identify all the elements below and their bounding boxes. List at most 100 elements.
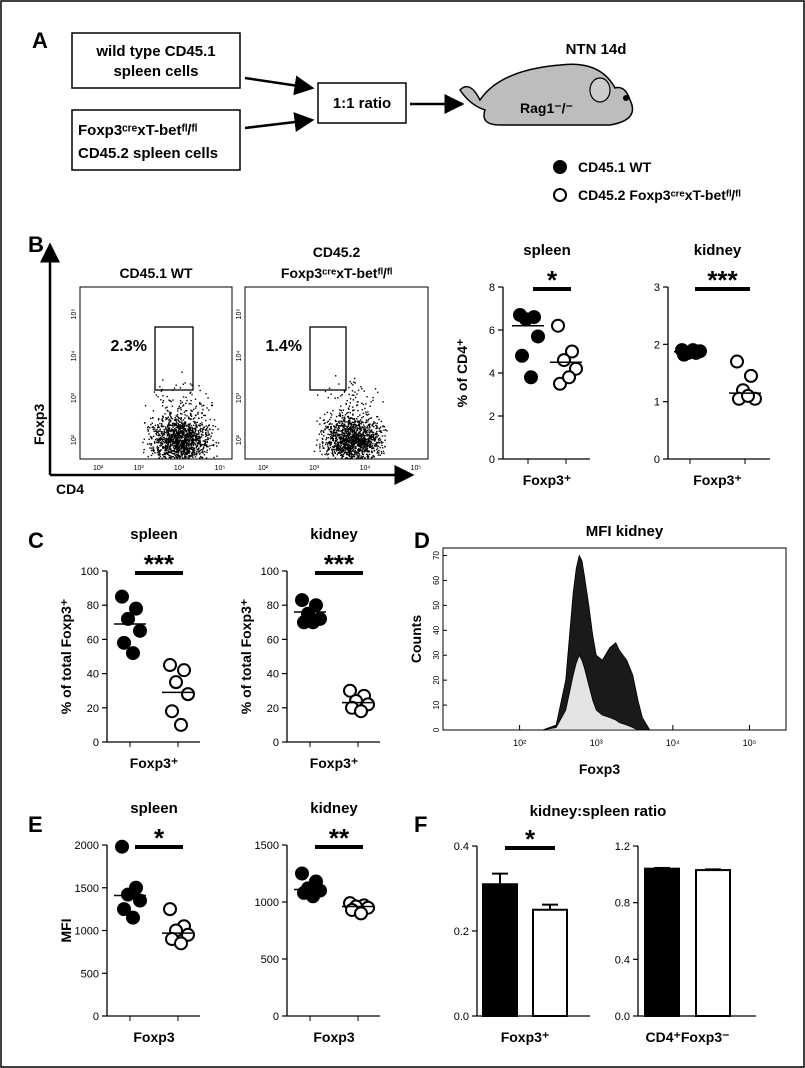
flow-event	[160, 430, 163, 433]
flow-event	[173, 387, 176, 389]
significance: ***	[144, 549, 175, 579]
flow-event	[186, 444, 188, 446]
flow-event	[180, 407, 182, 409]
flow-event	[325, 425, 327, 427]
flow-event	[181, 425, 183, 427]
flow-event	[351, 390, 354, 392]
flow-event	[184, 437, 186, 440]
flow-event	[180, 429, 182, 431]
flow-event	[199, 389, 201, 392]
flow-event	[181, 422, 183, 424]
dot	[295, 593, 309, 608]
flow-event	[191, 442, 193, 445]
flow-event	[199, 449, 202, 452]
flow-event	[203, 440, 206, 442]
y-axis-label: MFI	[58, 918, 74, 942]
flow-event	[341, 436, 343, 438]
flow-event	[361, 456, 364, 459]
flow-event	[197, 433, 199, 436]
flow-event	[191, 455, 193, 457]
flow-event	[181, 453, 184, 455]
flow-event	[362, 433, 364, 435]
flow-event	[338, 448, 340, 450]
x-tick-label: Foxp3⁺	[693, 472, 742, 488]
flow-event	[359, 426, 361, 428]
diagram	[71, 32, 634, 171]
flow-event	[351, 453, 354, 456]
flow-event	[352, 439, 355, 441]
flow-event	[345, 425, 347, 427]
flow-event	[329, 436, 332, 438]
flow-event	[169, 400, 171, 402]
flow-event	[204, 443, 207, 445]
flow-event	[180, 425, 182, 427]
flow-event	[160, 449, 162, 451]
x-tick-label: 10⁴	[666, 738, 680, 748]
flow-event	[178, 439, 181, 442]
flow-event	[348, 405, 351, 407]
flow-event	[347, 407, 350, 409]
flow-event	[336, 447, 338, 450]
flow-event	[178, 427, 181, 429]
flow-event	[158, 451, 161, 453]
flow-event	[171, 424, 174, 427]
flow-event	[338, 427, 341, 429]
flow-event	[352, 423, 354, 426]
flow-event	[351, 421, 354, 424]
y-tick-label: 80	[87, 600, 99, 612]
flow-event	[191, 437, 194, 439]
flow-event	[357, 457, 359, 460]
flow-event	[201, 430, 204, 432]
flow-event	[173, 435, 176, 437]
flow-event	[376, 427, 378, 429]
y-tick-label: 0	[93, 737, 99, 749]
flow-event	[353, 450, 355, 453]
flow-event	[169, 447, 171, 449]
flow-event	[192, 439, 195, 441]
flow-event	[356, 393, 358, 395]
flow-event	[347, 451, 349, 454]
flow-event	[376, 441, 378, 444]
flow-event	[350, 439, 352, 441]
flow-event	[343, 434, 346, 436]
flow-event	[194, 435, 197, 437]
flow-event	[147, 455, 149, 458]
flow-event	[173, 430, 175, 433]
dot	[515, 348, 529, 363]
flow-event	[142, 451, 145, 454]
flow-event	[201, 456, 203, 459]
flow-event	[157, 448, 159, 450]
bar	[695, 869, 731, 1017]
flow-event	[342, 422, 344, 425]
flow-event	[348, 449, 350, 451]
flow-event	[367, 445, 369, 447]
flow-event	[360, 420, 363, 423]
flow-event	[165, 448, 167, 451]
flow-event	[368, 441, 371, 443]
flow-event	[353, 426, 356, 429]
flow-event	[382, 425, 384, 428]
flow-event	[172, 443, 175, 445]
flow-event	[341, 433, 343, 436]
flow-event	[150, 447, 153, 449]
flow-event	[175, 444, 178, 447]
flow-event	[194, 439, 197, 442]
flow-event	[161, 431, 163, 433]
flow-event	[349, 445, 352, 447]
flow-event	[199, 445, 202, 448]
flow-event	[169, 424, 171, 426]
flow-event	[353, 437, 355, 440]
flow-event	[153, 442, 156, 444]
flow-event	[158, 449, 160, 452]
flow-event	[348, 444, 350, 446]
flow-event	[368, 453, 371, 456]
flow-event	[189, 437, 192, 439]
flow-event	[204, 439, 207, 441]
flow-event	[188, 417, 190, 420]
flow-event	[177, 435, 179, 437]
flow-event	[336, 424, 338, 426]
flow-event	[152, 449, 154, 451]
flow-event	[376, 445, 378, 447]
flow-event	[337, 397, 339, 399]
flow-event	[371, 431, 374, 433]
